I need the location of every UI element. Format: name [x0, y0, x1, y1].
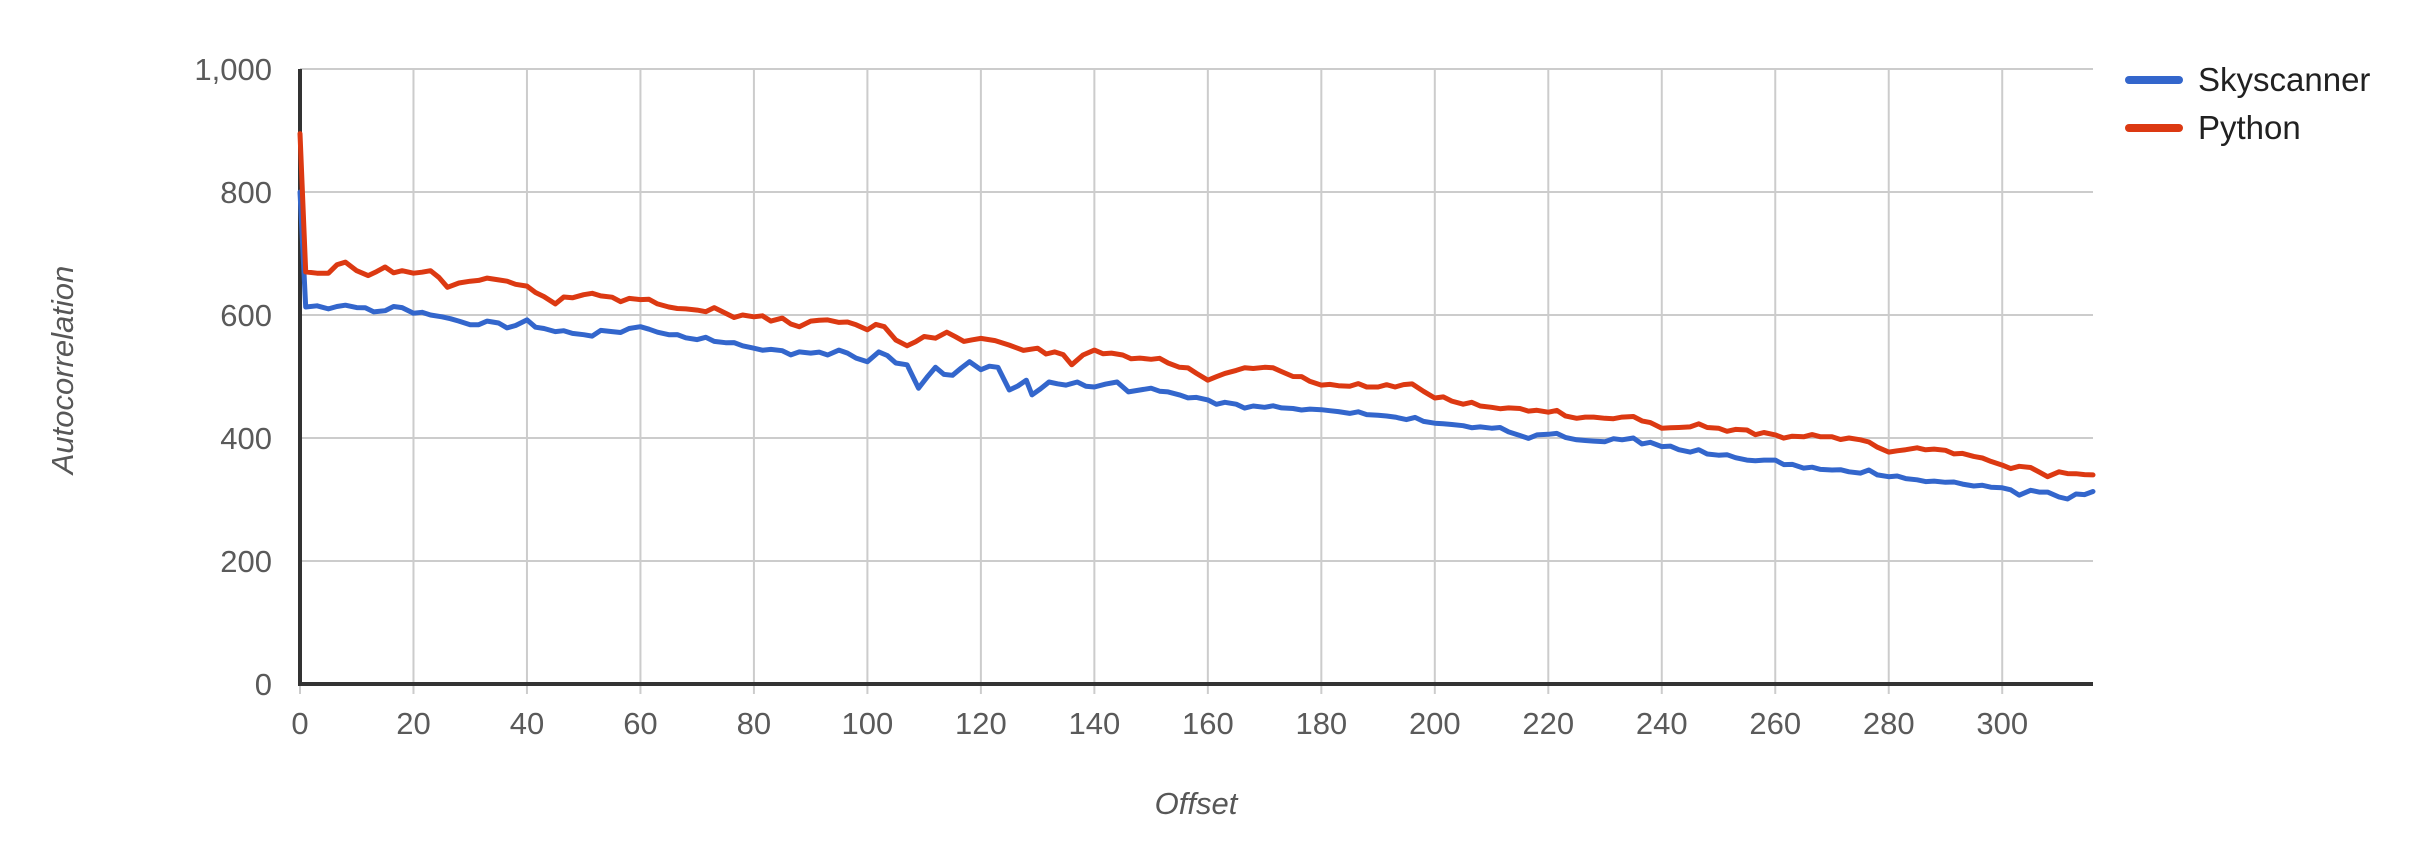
x-tick-label: 200: [1409, 706, 1461, 741]
legend: Skyscanner Python: [2125, 63, 2370, 145]
legend-item-python: Python: [2125, 111, 2370, 145]
y-tick-label: 0: [255, 667, 272, 702]
x-tick-label: 100: [842, 706, 894, 741]
legend-item-skyscanner: Skyscanner: [2125, 63, 2370, 97]
x-tick-label: 40: [510, 706, 544, 741]
y-tick-label: 200: [220, 544, 272, 579]
legend-swatch-skyscanner: [2125, 76, 2183, 84]
series-line-skyscanner: [297, 189, 2096, 502]
legend-swatch-python: [2125, 124, 2183, 132]
y-tick-label: 1,000: [194, 52, 272, 87]
x-tick-label: 120: [955, 706, 1007, 741]
x-tick-label: 280: [1863, 706, 1915, 741]
x-axis-title: Offset: [1154, 786, 1238, 821]
x-tick-label: 160: [1182, 706, 1234, 741]
legend-label-python: Python: [2198, 109, 2301, 146]
x-tick-label: 140: [1068, 706, 1120, 741]
y-tick-label: 600: [220, 298, 272, 333]
x-tick-label: 60: [623, 706, 657, 741]
x-tick-label: 220: [1522, 706, 1574, 741]
x-tick-label: 180: [1295, 706, 1347, 741]
y-tick-label: 400: [220, 421, 272, 456]
y-axis-title: Autocorrelation: [45, 265, 80, 475]
x-tick-label: 80: [737, 706, 771, 741]
x-tick-label: 260: [1749, 706, 1801, 741]
x-tick-label: 300: [1976, 706, 2028, 741]
legend-label-skyscanner: Skyscanner: [2198, 61, 2371, 98]
series-line-python: [297, 131, 2096, 480]
y-tick-label: 800: [220, 175, 272, 210]
x-tick-label: 240: [1636, 706, 1688, 741]
x-tick-label: 0: [291, 706, 308, 741]
x-tick-label: 20: [396, 706, 430, 741]
